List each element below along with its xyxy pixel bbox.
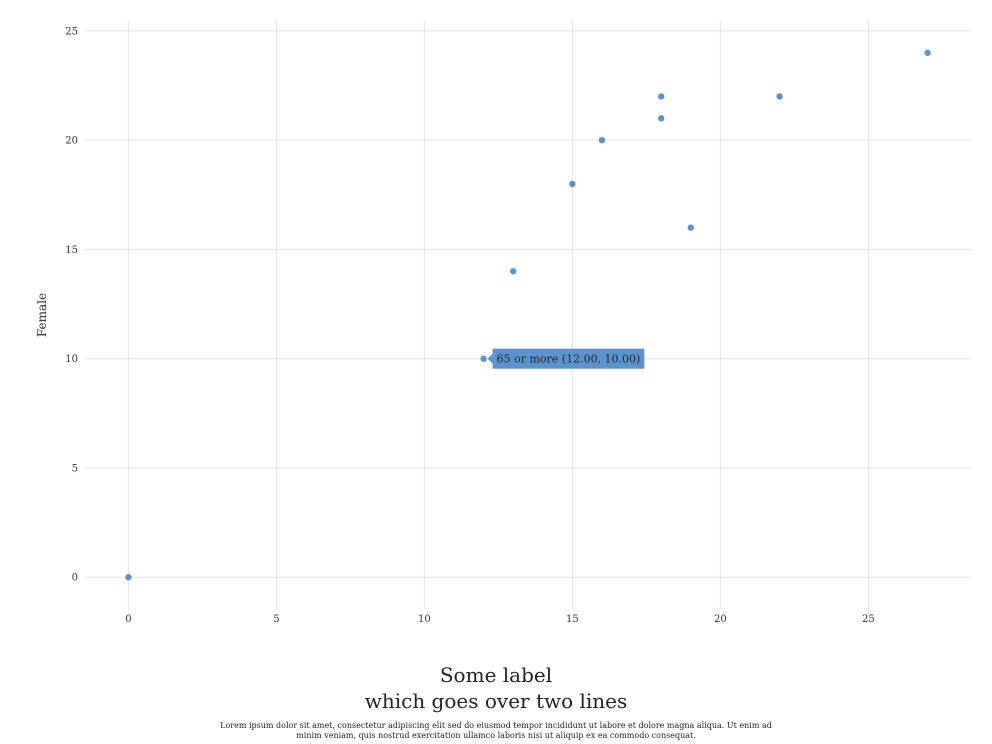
data-point[interactable]: [658, 115, 665, 122]
data-point[interactable]: [125, 574, 132, 581]
y-tick-label: 20: [65, 136, 78, 147]
x-tick-label: 15: [566, 614, 579, 625]
data-point[interactable]: [480, 355, 487, 362]
data-point[interactable]: [776, 93, 783, 100]
y-tick-label: 0: [72, 573, 78, 584]
data-point[interactable]: [687, 224, 694, 231]
data-point[interactable]: [924, 49, 931, 56]
x-axis-title-line-2: which goes over two lines: [364, 689, 628, 713]
data-point[interactable]: [569, 180, 576, 188]
data-point[interactable]: [658, 93, 665, 100]
y-axis-title: Female: [35, 293, 49, 337]
x-axis-caption: Some label which goes over two lines Lor…: [0, 662, 992, 741]
tooltip: 65 or more (12.00, 10.00): [487, 348, 645, 369]
x-tick-label: 20: [714, 614, 727, 625]
caption-note: Lorem ipsum dolor sit amet, consectetur …: [220, 721, 772, 740]
x-tick-label: 25: [862, 614, 875, 625]
x-gridlines: [127, 20, 869, 610]
x-tick-label: 0: [125, 614, 131, 625]
x-axis-title-line-1: Some label: [439, 663, 553, 687]
tooltip-arrow: [487, 353, 493, 364]
data-points: [125, 49, 931, 581]
x-tick-labels: 0 5 10 15 20 25: [125, 614, 875, 625]
data-point[interactable]: [510, 268, 517, 275]
data-point[interactable]: [598, 136, 606, 144]
x-tick-label: 10: [418, 614, 431, 625]
scatter-chart: 0 5 10 15 20 25 0 5 10 15 20 25 Female 65 or more …: [35, 20, 972, 625]
tooltip-box: [492, 348, 645, 369]
y-tick-label: 25: [65, 26, 78, 37]
x-tick-label: 5: [273, 614, 279, 625]
y-tick-label: 15: [65, 245, 78, 256]
tooltip-label: 65 or more (12.00, 10.00): [497, 353, 641, 366]
y-tick-label: 5: [72, 463, 78, 474]
y-tick-labels: 0 5 10 15 20 25: [65, 26, 78, 583]
y-gridlines: [84, 30, 972, 578]
y-tick-label: 10: [65, 354, 78, 365]
